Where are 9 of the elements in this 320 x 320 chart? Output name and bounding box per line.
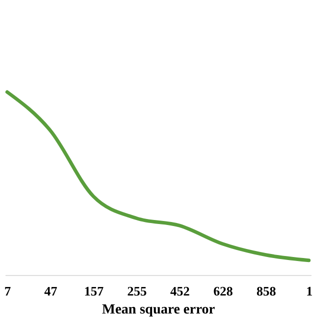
x-tick-label: 628 — [213, 284, 234, 298]
x-tick-label: 452 — [170, 284, 190, 298]
x-axis-title: Mean square error — [102, 302, 216, 318]
x-tick-label: 255 — [127, 284, 148, 298]
x-tick-label: 47 — [44, 284, 58, 298]
x-tick-label: 858 — [256, 284, 276, 298]
x-tick-label: 7 — [4, 284, 12, 298]
x-tick-label: 157 — [84, 284, 104, 298]
x-tick-label: 1 — [306, 284, 313, 298]
